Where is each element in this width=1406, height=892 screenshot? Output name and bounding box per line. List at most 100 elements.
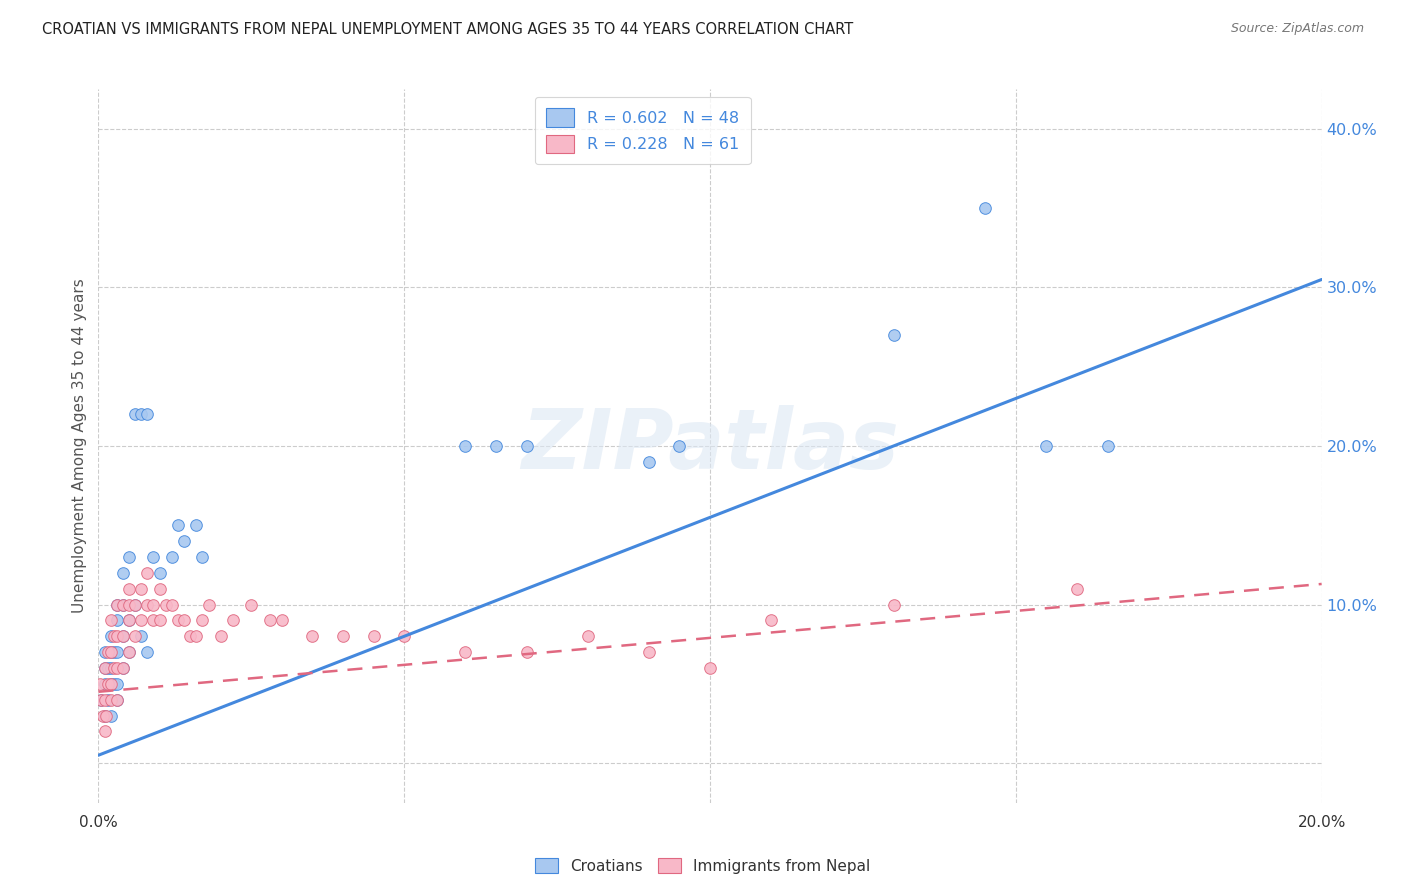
Point bbox=[90, 692, 112, 706]
Point bbox=[129, 407, 152, 421]
Point bbox=[191, 614, 214, 628]
Text: 0.0%: 0.0% bbox=[79, 815, 118, 830]
Point bbox=[167, 518, 190, 533]
Point bbox=[124, 598, 146, 612]
Point bbox=[332, 629, 354, 643]
Point bbox=[173, 614, 195, 628]
Point bbox=[1035, 439, 1057, 453]
Point bbox=[883, 598, 905, 612]
Point bbox=[179, 629, 201, 643]
Point bbox=[103, 629, 125, 643]
Point bbox=[124, 629, 146, 643]
Point bbox=[118, 645, 141, 659]
Point bbox=[118, 582, 141, 596]
Point bbox=[637, 455, 661, 469]
Point bbox=[974, 201, 997, 215]
Point bbox=[118, 614, 141, 628]
Point bbox=[93, 661, 115, 675]
Point bbox=[100, 708, 122, 723]
Point bbox=[100, 645, 122, 659]
Point bbox=[97, 661, 120, 675]
Point bbox=[111, 661, 134, 675]
Text: CROATIAN VS IMMIGRANTS FROM NEPAL UNEMPLOYMENT AMONG AGES 35 TO 44 YEARS CORRELA: CROATIAN VS IMMIGRANTS FROM NEPAL UNEMPL… bbox=[42, 22, 853, 37]
Point bbox=[136, 598, 159, 612]
Point bbox=[100, 692, 122, 706]
Point bbox=[105, 645, 128, 659]
Text: ZIPatlas: ZIPatlas bbox=[522, 406, 898, 486]
Point bbox=[111, 598, 134, 612]
Point bbox=[124, 407, 146, 421]
Point bbox=[118, 549, 141, 564]
Point bbox=[118, 598, 141, 612]
Legend: R = 0.602   N = 48, R = 0.228   N = 61: R = 0.602 N = 48, R = 0.228 N = 61 bbox=[534, 97, 751, 164]
Point bbox=[105, 598, 128, 612]
Point bbox=[149, 582, 172, 596]
Point bbox=[94, 708, 117, 723]
Y-axis label: Unemployment Among Ages 35 to 44 years: Unemployment Among Ages 35 to 44 years bbox=[72, 278, 87, 614]
Legend: Croatians, Immigrants from Nepal: Croatians, Immigrants from Nepal bbox=[529, 852, 877, 880]
Point bbox=[103, 645, 125, 659]
Point bbox=[105, 692, 128, 706]
Point bbox=[142, 549, 165, 564]
Point bbox=[91, 708, 114, 723]
Point bbox=[142, 614, 165, 628]
Point bbox=[97, 677, 120, 691]
Point bbox=[105, 598, 128, 612]
Point bbox=[100, 645, 122, 659]
Point bbox=[155, 598, 177, 612]
Point bbox=[883, 328, 905, 343]
Point bbox=[105, 629, 128, 643]
Point bbox=[259, 614, 281, 628]
Point bbox=[111, 598, 134, 612]
Point bbox=[105, 661, 128, 675]
Point bbox=[103, 677, 125, 691]
Point bbox=[637, 645, 661, 659]
Point bbox=[93, 724, 115, 739]
Point bbox=[136, 566, 159, 580]
Point bbox=[129, 614, 152, 628]
Point bbox=[97, 645, 120, 659]
Point bbox=[516, 645, 538, 659]
Point bbox=[186, 629, 208, 643]
Point bbox=[118, 645, 141, 659]
Point bbox=[301, 629, 323, 643]
Point bbox=[454, 439, 477, 453]
Point bbox=[576, 629, 599, 643]
Point bbox=[191, 549, 214, 564]
Point bbox=[209, 629, 232, 643]
Point bbox=[93, 692, 115, 706]
Point bbox=[111, 566, 134, 580]
Point bbox=[100, 661, 122, 675]
Point bbox=[111, 629, 134, 643]
Point bbox=[454, 645, 477, 659]
Point bbox=[149, 614, 172, 628]
Point bbox=[105, 677, 128, 691]
Point bbox=[97, 692, 120, 706]
Point bbox=[105, 692, 128, 706]
Point bbox=[270, 614, 292, 628]
Point bbox=[222, 614, 245, 628]
Point bbox=[197, 598, 219, 612]
Point bbox=[90, 692, 112, 706]
Point bbox=[111, 661, 134, 675]
Point bbox=[93, 677, 115, 691]
Point bbox=[759, 614, 782, 628]
Point bbox=[93, 708, 115, 723]
Point bbox=[136, 645, 159, 659]
Point bbox=[105, 614, 128, 628]
Point bbox=[173, 534, 195, 549]
Point bbox=[240, 598, 263, 612]
Point bbox=[160, 549, 183, 564]
Point bbox=[129, 582, 152, 596]
Point bbox=[363, 629, 385, 643]
Point bbox=[136, 407, 159, 421]
Point bbox=[1066, 582, 1088, 596]
Point bbox=[485, 439, 508, 453]
Point bbox=[142, 598, 165, 612]
Point bbox=[93, 645, 115, 659]
Point bbox=[89, 677, 111, 691]
Point bbox=[100, 677, 122, 691]
Point bbox=[129, 629, 152, 643]
Point bbox=[186, 518, 208, 533]
Point bbox=[149, 566, 172, 580]
